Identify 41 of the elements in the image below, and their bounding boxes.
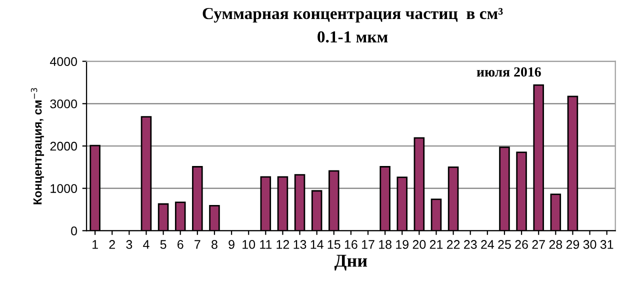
- y-tick-label: 4000: [50, 57, 78, 66]
- x-tick-label: 20: [412, 240, 426, 249]
- x-tick-label: 14: [310, 240, 324, 249]
- x-tick-label: 11: [260, 240, 272, 249]
- y-tick-label: 3000: [50, 99, 78, 108]
- x-axis-title: Дни: [334, 254, 368, 271]
- x-tick-label: 6: [178, 240, 184, 249]
- x-tick-label: 21: [430, 240, 443, 249]
- x-tick-label: 19: [396, 240, 408, 249]
- y-axis-title: Концентрация, см$^{−3}$: [30, 88, 44, 204]
- x-tick-label: 12: [276, 240, 290, 249]
- y-tick-label: 1000: [50, 184, 78, 193]
- x-tick-label: 16: [344, 240, 358, 249]
- x-tick-label: 4: [143, 240, 150, 249]
- y-tick-label: 0: [71, 226, 78, 236]
- x-tick-label: 1: [92, 240, 98, 249]
- x-tick-label: 28: [549, 240, 562, 249]
- x-tick-label: 29: [566, 240, 580, 249]
- x-tick-label: 24: [481, 240, 494, 249]
- x-tick-label: 2: [109, 240, 115, 249]
- x-tick-label: 10: [242, 240, 256, 249]
- chart-title: Суммарная концентрация частиц в см³: [202, 8, 503, 23]
- x-tick-label: 13: [294, 240, 306, 249]
- x-tick-label: 25: [498, 240, 511, 249]
- x-tick-label: 31: [600, 240, 614, 249]
- chart-subtitle: 0.1-1 мкм: [318, 31, 388, 43]
- x-tick-label: 17: [362, 240, 374, 249]
- x-tick-label: 26: [515, 240, 528, 249]
- x-tick-label: 7: [194, 240, 200, 249]
- annotation: июля 2016: [476, 67, 541, 77]
- x-tick-label: 9: [228, 240, 234, 249]
- x-tick-label: 5: [160, 240, 166, 249]
- x-tick-label: 27: [532, 240, 545, 249]
- x-tick-label: 23: [464, 240, 477, 249]
- x-tick-label: 15: [328, 240, 340, 249]
- x-tick-label: 30: [583, 240, 596, 249]
- y-tick-label: 2000: [50, 142, 78, 151]
- x-tick-label: 22: [446, 240, 460, 249]
- x-tick-label: 3: [126, 240, 132, 249]
- x-tick-label: 18: [379, 240, 392, 249]
- x-tick-label: 8: [212, 240, 218, 249]
